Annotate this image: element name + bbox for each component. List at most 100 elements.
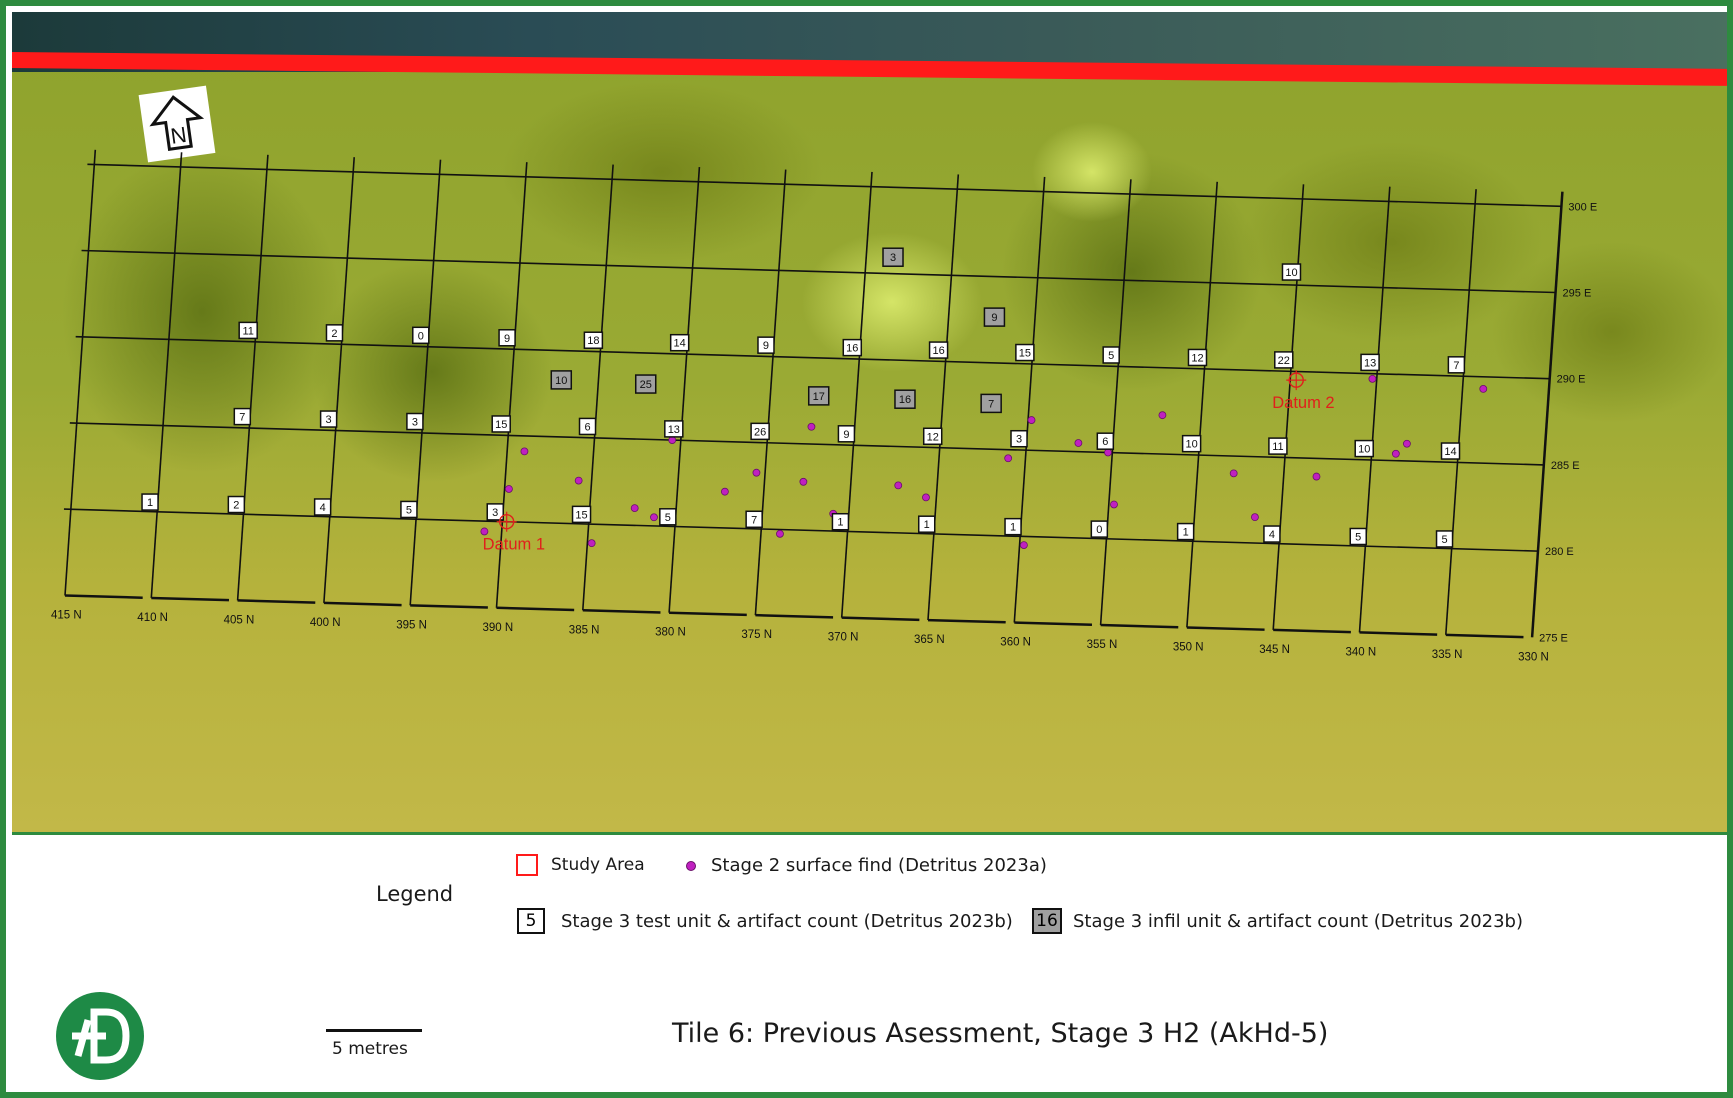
test-unit: 3 [486,503,504,521]
svg-text:5: 5 [665,512,671,524]
surface-find [1027,416,1036,424]
north-axis-label: 355 N [1087,639,1118,651]
svg-text:3: 3 [1016,434,1022,446]
legend-title: Legend [376,882,454,906]
north-axis-segment [323,601,402,607]
north-axis-label: 405 N [224,614,255,626]
datum-label: Datum 1 [483,536,545,554]
test-unit: 1 [1004,517,1022,536]
north-axis-label: 400 N [310,617,341,629]
surface-find [1251,513,1259,522]
svg-text:4: 4 [320,502,326,514]
surface-find [1110,500,1118,509]
svg-text:1: 1 [1183,527,1189,539]
north-axis-segment [1100,623,1179,629]
svg-text:3: 3 [412,417,418,429]
north-axis-segment [755,613,834,619]
surface-find [752,468,761,477]
surface-find [1019,541,1028,549]
title-bar: 5 metres Tile 6: Previous Asessment, Sta… [12,970,1727,1092]
test-unit: 2 [227,495,246,514]
svg-text:10: 10 [555,375,567,387]
surface-find [1104,448,1112,457]
svg-text:1: 1 [924,519,930,531]
scale-bar-label: 5 metres [332,1039,408,1059]
svg-text:5: 5 [1441,534,1447,546]
svg-text:7: 7 [239,412,245,424]
test-unit: 6 [578,417,597,436]
surface-find [1312,472,1321,481]
svg-text:13: 13 [1364,357,1376,369]
test-unit: 13 [664,420,684,438]
scale-bar [326,1029,422,1032]
svg-text:6: 6 [584,421,590,433]
north-axis: 415 N 410 N 405 N 400 N 395 N 390 N 385 N 380 N… [51,594,1549,663]
svg-text:16: 16 [846,343,858,355]
surface-find [894,481,903,490]
svg-text:0: 0 [1096,524,1102,536]
grid-line-north [323,157,356,603]
surface-find [630,504,639,512]
grid-line-east [75,335,1550,380]
grid-lines [63,149,1562,635]
svg-text:3: 3 [492,507,498,519]
surface-find-swatch [686,861,696,871]
test-unit: 7 [233,407,252,426]
test-units: 11 2 0 9 18 14 9 16 16 15 5 12 22 13 77 3 3 15 6 13 26 9 12 3 6 1… [141,247,1466,548]
test-unit: 5 [1349,527,1367,546]
test-unit: 12 [922,427,943,446]
grid-line-north [1272,184,1305,630]
svg-text:7: 7 [751,514,757,526]
svg-text:7: 7 [988,398,994,410]
surface-find [1158,411,1167,420]
svg-text:14: 14 [674,338,686,350]
svg-text:17: 17 [813,391,825,403]
svg-text:22: 22 [1278,355,1290,367]
grid-line-east [69,422,1544,466]
test-unit: 10 [1354,439,1374,458]
test-unit: 3 [1010,429,1028,448]
north-axis-label: 335 N [1432,649,1463,661]
infill-unit-swatch: 16 [1032,908,1062,934]
grid-line-north [1186,181,1219,628]
test-unit: 11 [1268,437,1288,455]
company-logo [56,992,144,1080]
north-axis-segment [1445,633,1524,639]
north-axis-segment [927,618,1006,624]
test-unit: 16 [842,338,863,357]
surface-find [1479,385,1488,393]
surface-find [807,422,816,431]
svg-text:25: 25 [640,379,652,391]
svg-text:16: 16 [899,394,911,406]
surface-find [574,476,583,485]
test-unit: 18 [583,331,604,349]
legend-study-area: Study Area [551,855,645,875]
grid-line-north [927,174,960,621]
map-title: Tile 6: Previous Asessment, Stage 3 H2 (… [672,1018,1329,1049]
svg-text:11: 11 [242,325,253,337]
datums: Datum 1 Datum 2 [483,370,1335,554]
surface-find [776,529,784,538]
test-unit: 0 [412,326,430,345]
study-area-swatch [516,854,538,876]
svg-text:3: 3 [326,414,332,426]
test-unit: 1 [831,512,850,531]
test-unit: 22 [1274,351,1294,369]
svg-text:2: 2 [233,500,239,512]
grid-line-north [236,154,269,601]
svg-text:15: 15 [1019,348,1031,360]
svg-text:10: 10 [1185,439,1197,451]
grid-line-north [1099,179,1132,626]
datum-label: Datum 2 [1272,394,1334,412]
test-unit: 10 [1281,263,1302,281]
grid-line-north [150,152,183,599]
east-axis-label: 285 E [1551,460,1580,472]
infill-unit: 3 [882,247,904,267]
svg-text:12: 12 [927,431,939,443]
test-unit-swatch: 5 [517,908,545,934]
grid-line-north [409,159,442,606]
test-unit: 1 [917,515,936,533]
test-unit: 3 [406,412,424,431]
test-unit: 3 [319,410,338,428]
svg-text:16: 16 [932,345,944,357]
